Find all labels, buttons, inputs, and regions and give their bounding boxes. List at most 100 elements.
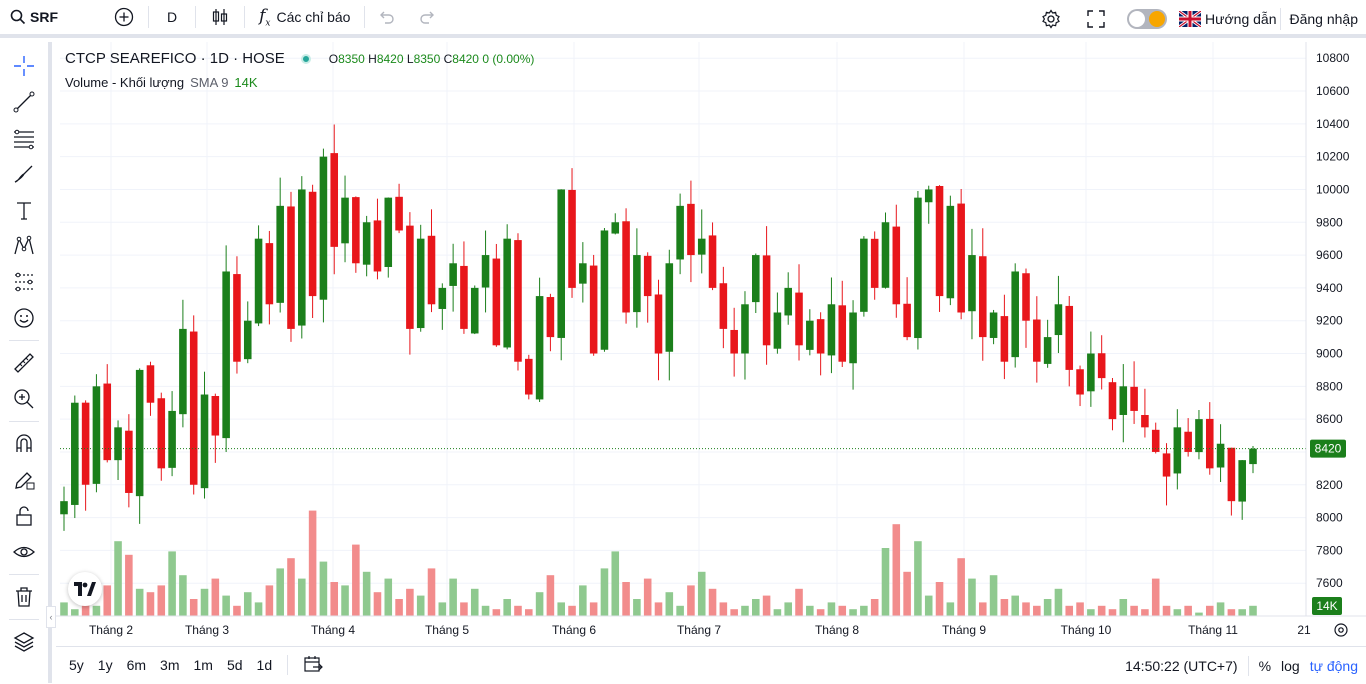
uk-flag-icon bbox=[1179, 11, 1201, 27]
close-label: C bbox=[443, 51, 453, 66]
divider bbox=[9, 340, 39, 341]
candle-body bbox=[1000, 316, 1009, 362]
candle-body bbox=[806, 320, 814, 350]
tradingview-logo-icon[interactable] bbox=[68, 572, 102, 606]
fullscreen-button[interactable] bbox=[1073, 0, 1119, 38]
candle-body bbox=[308, 191, 317, 297]
candle-body bbox=[1076, 369, 1084, 395]
lock-all-tool[interactable] bbox=[0, 498, 48, 534]
range-3m-button[interactable]: 3m bbox=[160, 657, 180, 673]
ruler-icon bbox=[14, 353, 34, 373]
volume-bar bbox=[654, 602, 663, 616]
range-1m-button[interactable]: 1m bbox=[193, 657, 213, 673]
candle-body bbox=[697, 238, 706, 255]
price-tick-label: 10800 bbox=[1316, 51, 1350, 65]
price-tick-label: 9400 bbox=[1316, 281, 1343, 295]
magnet-tool[interactable] bbox=[0, 426, 48, 462]
fib-retracement-tool[interactable] bbox=[0, 120, 48, 156]
candle-body bbox=[708, 235, 717, 288]
candle-body bbox=[60, 501, 68, 515]
time-tick-label: Tháng 4 bbox=[311, 623, 355, 637]
candle-body bbox=[384, 197, 393, 267]
volume-bar bbox=[1108, 609, 1117, 616]
candle-body bbox=[525, 358, 533, 395]
market-status-icon[interactable] bbox=[300, 53, 311, 64]
candle-body bbox=[914, 197, 922, 339]
volume-bar bbox=[946, 602, 955, 616]
candle-body bbox=[784, 287, 792, 316]
low-value: 8350 bbox=[413, 51, 441, 66]
price-tick-label: 8800 bbox=[1316, 379, 1343, 393]
range-1y-button[interactable]: 1y bbox=[97, 657, 113, 673]
candle-body bbox=[395, 196, 403, 231]
pattern-tool[interactable] bbox=[0, 228, 48, 264]
indicators-button[interactable]: fx Các chỉ báo bbox=[245, 0, 364, 36]
range-6m-button[interactable]: 6m bbox=[126, 657, 147, 673]
low-label: L bbox=[406, 51, 414, 66]
volume-bar bbox=[806, 605, 814, 616]
clock-timezone[interactable]: 14:50:22 (UTC+7) bbox=[1125, 657, 1238, 674]
candle-body bbox=[838, 305, 847, 362]
candle-body bbox=[546, 297, 555, 338]
candle-body bbox=[1195, 419, 1203, 453]
price-tick-label: 9600 bbox=[1316, 248, 1343, 262]
measure-tool[interactable] bbox=[0, 345, 48, 381]
volume-bar bbox=[849, 609, 857, 616]
candle-body bbox=[1238, 460, 1246, 502]
time-axis[interactable]: Tháng 2 Tháng 3 Tháng 4 Tháng 5 Tháng 6 Tháng… bbox=[56, 615, 1366, 637]
candle-body bbox=[211, 395, 220, 436]
remove-tool[interactable] bbox=[0, 579, 48, 615]
settings-button[interactable] bbox=[1029, 0, 1073, 38]
volume-bar bbox=[438, 602, 447, 616]
zoom-tool[interactable] bbox=[0, 381, 48, 417]
volume-bar bbox=[514, 605, 522, 616]
brush-tool[interactable] bbox=[0, 156, 48, 192]
volume-bar bbox=[384, 578, 393, 616]
volume-bar bbox=[881, 548, 890, 616]
symbol-search-button[interactable]: SRF bbox=[0, 0, 100, 36]
chart-type-button[interactable] bbox=[196, 0, 244, 36]
price-chart[interactable]: 7600780080008200840086008800900092009400… bbox=[56, 42, 1366, 646]
divider bbox=[1280, 8, 1282, 30]
theme-toggle[interactable] bbox=[1127, 9, 1167, 29]
collapse-toolbar-button[interactable]: ‹ bbox=[46, 606, 56, 628]
divider bbox=[9, 421, 39, 422]
candle-body bbox=[1108, 382, 1117, 420]
volume-bar bbox=[276, 568, 284, 616]
text-tool[interactable] bbox=[0, 192, 48, 228]
hide-tool[interactable] bbox=[0, 534, 48, 570]
candle-body bbox=[254, 238, 263, 324]
prediction-tool[interactable] bbox=[0, 264, 48, 300]
price-axis[interactable]: 7600780080008200840086008800900092009400… bbox=[1305, 42, 1350, 616]
object-tree-tool[interactable] bbox=[0, 624, 48, 660]
goto-date-button[interactable] bbox=[296, 654, 330, 677]
percent-scale-button[interactable]: % bbox=[1258, 657, 1272, 674]
trend-line-tool[interactable] bbox=[0, 84, 48, 120]
range-1d-button[interactable]: 1d bbox=[256, 657, 273, 673]
candle-body bbox=[492, 258, 501, 346]
volume-bar bbox=[114, 541, 122, 616]
volume-bar bbox=[633, 599, 641, 616]
range-5d-button[interactable]: 5d bbox=[226, 657, 243, 673]
login-button[interactable]: Đăng nhập bbox=[1289, 11, 1358, 27]
range-5y-button[interactable]: 5y bbox=[69, 657, 84, 673]
candle-body bbox=[1097, 353, 1106, 379]
lock-drawing-tool[interactable] bbox=[0, 462, 48, 498]
candle-body bbox=[816, 319, 825, 354]
icon-tool[interactable] bbox=[0, 300, 48, 336]
auto-scale-button[interactable]: tự động bbox=[1309, 657, 1358, 674]
volume-legend: Volume - Khối lượng SMA 9 14K bbox=[65, 75, 258, 90]
volume-value: 14K bbox=[234, 75, 258, 90]
compare-add-button[interactable] bbox=[100, 0, 148, 36]
undo-button[interactable] bbox=[365, 0, 407, 36]
log-scale-button[interactable]: log bbox=[1281, 657, 1300, 674]
interval-button[interactable]: D bbox=[167, 9, 178, 25]
crosshair-tool[interactable] bbox=[0, 48, 48, 84]
volume-badge-label: 14K bbox=[1316, 599, 1337, 613]
volume-bar bbox=[557, 602, 566, 616]
guide-button[interactable]: Hướng dẫn bbox=[1175, 0, 1280, 38]
candle-body bbox=[611, 222, 620, 234]
redo-button[interactable] bbox=[407, 0, 449, 36]
candle-body bbox=[589, 265, 598, 354]
eye-icon bbox=[13, 546, 35, 558]
